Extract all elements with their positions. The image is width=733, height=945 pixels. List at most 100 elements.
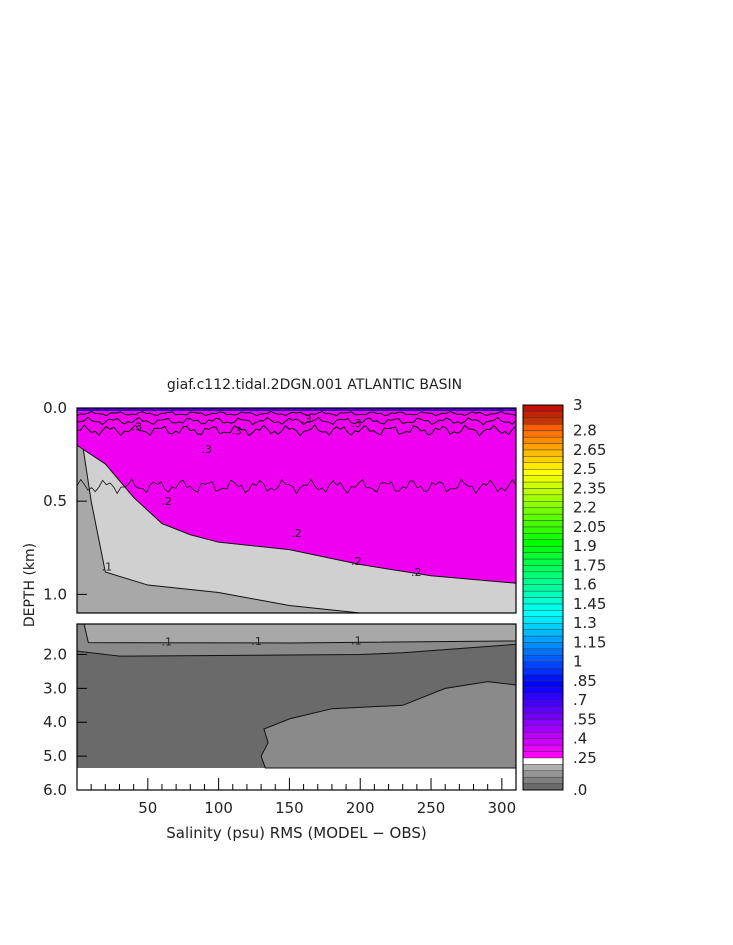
colorbar-label: 2.8: [573, 422, 597, 440]
colorbar-band: [522, 552, 564, 560]
colorbar-band: [522, 404, 564, 412]
y-axis-label: DEPTH (km): [22, 543, 38, 627]
colorbar-band: [522, 744, 564, 752]
colorbar-band: [522, 571, 564, 579]
x-tick-label: 300: [488, 799, 517, 817]
colorbar-band: [522, 776, 564, 784]
colorbar-band: [522, 488, 564, 496]
x-tick-label: 150: [275, 799, 304, 817]
contour-label: .1: [162, 636, 173, 649]
colorbar-band: [522, 526, 564, 534]
colorbar-band: [522, 443, 564, 451]
colorbar-label: 1.3: [573, 614, 597, 632]
colorbar-band: [522, 687, 564, 694]
contour-label: .3: [231, 424, 242, 437]
colorbar-band: [522, 783, 564, 791]
colorbar-band: [522, 693, 564, 701]
x-tick-label: 200: [346, 799, 375, 817]
colorbar-band: [522, 507, 564, 515]
colorbar-band: [522, 424, 564, 431]
colorbar-frame: [522, 404, 564, 791]
colorbar-band: [522, 680, 564, 688]
colorbar-band: [522, 732, 564, 739]
colorbar-band: [522, 764, 564, 771]
y-tick-label: 5.0: [43, 747, 67, 765]
colorbar-band: [522, 565, 564, 573]
colorbar-band: [522, 481, 564, 489]
x-tick-label: 250: [417, 799, 446, 817]
contour-0.3: [76, 424, 517, 437]
colorbar-label: .85: [573, 672, 597, 690]
colorbar-band: [522, 725, 564, 733]
colorbar-band: [522, 545, 564, 553]
contour-label: .2: [162, 495, 173, 508]
colorbar-band: [522, 699, 564, 707]
colorbar-band: [522, 635, 564, 643]
colorbar-band: [522, 655, 564, 662]
colorbar-band: [522, 661, 564, 669]
colorbar-band: [522, 738, 564, 746]
colorbar-label: 2.2: [573, 499, 597, 517]
y-tick-label: 3.0: [43, 679, 67, 697]
colorbar-band: [522, 674, 564, 682]
colorbar-band: [522, 610, 564, 617]
colorbar-band: [522, 501, 564, 508]
upper-frame: [76, 407, 517, 614]
colorbar-label: .25: [573, 749, 597, 767]
contour-0.35: [76, 416, 517, 426]
colorbar-band: [522, 417, 564, 425]
colorbar-band: [522, 578, 564, 585]
colorbar-band: [522, 719, 564, 727]
colorbar-label: 1.45: [573, 595, 606, 613]
colorbar-band: [522, 757, 564, 765]
colorbar-label: 1.75: [573, 556, 606, 574]
colorbar-label: 2.05: [573, 518, 606, 536]
colorbar-band: [522, 539, 564, 547]
colorbar-band: [522, 616, 564, 624]
colorbar-label: 2.35: [573, 479, 606, 497]
y-tick-label: 2.0: [43, 645, 67, 663]
colorbar-band: [522, 475, 564, 483]
colorbar-band: [522, 456, 564, 463]
y-axis: 0.0 0.5 1.0 2.0 3.0 4.0 5.0 6.0: [43, 399, 87, 799]
contour-label: .2: [351, 555, 362, 568]
contour-0.28: [76, 478, 517, 495]
contour-label: .2: [411, 566, 422, 579]
y-tick-label: 0.0: [43, 399, 67, 417]
colorbar-label: .0: [573, 781, 587, 799]
colorbar-band: [522, 597, 564, 605]
colorbar-band: [522, 590, 564, 598]
contour-0.4: [76, 410, 517, 417]
region-0.1: [83, 623, 517, 644]
lower-panel: [76, 623, 517, 791]
colorbar-band: [522, 667, 564, 675]
colorbar-band: [522, 642, 564, 650]
colorbar-band: [522, 712, 564, 720]
x-tick-label: 50: [138, 799, 157, 817]
colorbar-band: [522, 411, 564, 419]
chart-title: giaf.c112.tidal.2DGN.001 ATLANTIC BASIN: [167, 377, 462, 393]
lower-frame: [76, 623, 517, 791]
surface-strip: [77, 408, 516, 411]
colorbar-label: .55: [573, 710, 597, 728]
x-tick-label: 100: [204, 799, 233, 817]
colorbar-band: [522, 648, 564, 656]
contour-label: .1: [351, 634, 362, 647]
colorbar-band: [522, 430, 564, 438]
colorbar-label: 1.15: [573, 633, 606, 651]
colorbar-band: [522, 603, 564, 611]
colorbar-label: 1: [573, 653, 583, 671]
colorbar-band: [522, 468, 564, 476]
colorbar-band: [522, 436, 564, 444]
contour-label: .1: [251, 635, 262, 648]
contour-label: .3: [351, 417, 362, 430]
colorbar-band: [522, 462, 564, 470]
colorbar-band: [522, 558, 564, 566]
y-tick-label: 0.5: [43, 492, 67, 510]
upper-panel: [76, 407, 517, 614]
colorbar-band: [522, 494, 564, 502]
colorbar-band: [522, 770, 564, 778]
colorbar-label: 2.5: [573, 460, 597, 478]
colorbar-label: 2.65: [573, 441, 606, 459]
x-axis-label: Salinity (psu) RMS (MODEL − OBS): [166, 824, 427, 842]
